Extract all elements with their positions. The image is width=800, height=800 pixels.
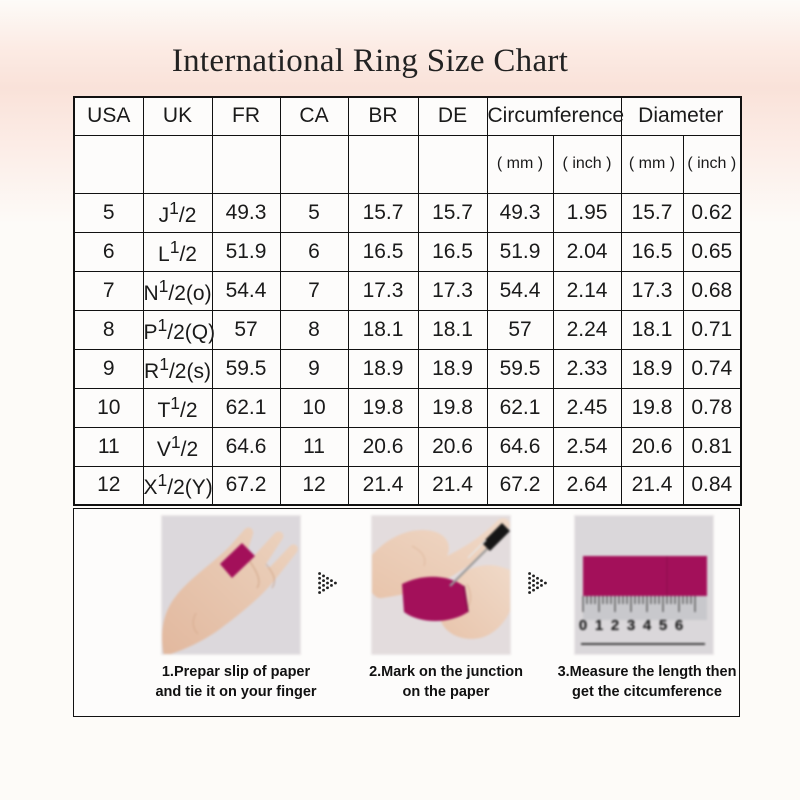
svg-text:3: 3	[627, 617, 635, 634]
svg-text:2: 2	[611, 617, 619, 634]
svg-text:5: 5	[659, 617, 667, 634]
svg-text:4: 4	[643, 617, 652, 634]
svg-text:1: 1	[595, 617, 603, 634]
svg-text:6: 6	[675, 617, 683, 634]
svg-text:0: 0	[579, 617, 587, 634]
